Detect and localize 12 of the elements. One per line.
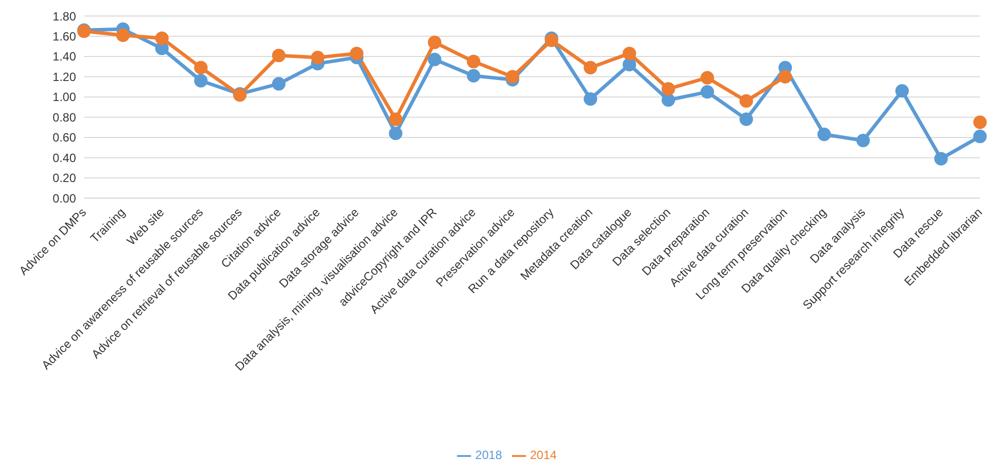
y-tick-label: 1.80 (52, 9, 76, 24)
y-tick-label: 1.00 (52, 90, 76, 104)
y-tick-label: 0.20 (52, 171, 76, 186)
legend-label: 2018 (475, 448, 502, 462)
y-tick-label: 1.20 (52, 70, 76, 84)
y-tick-label: 0.60 (52, 130, 76, 145)
y-tick-label: 0.00 (52, 191, 76, 206)
y-tick-label: 0.80 (52, 110, 76, 124)
legend-label: 2014 (530, 448, 557, 462)
y-tick-label: 1.60 (52, 30, 76, 44)
y-tick-label: 0.40 (52, 150, 76, 165)
y-tick-label: 1.40 (52, 50, 76, 64)
